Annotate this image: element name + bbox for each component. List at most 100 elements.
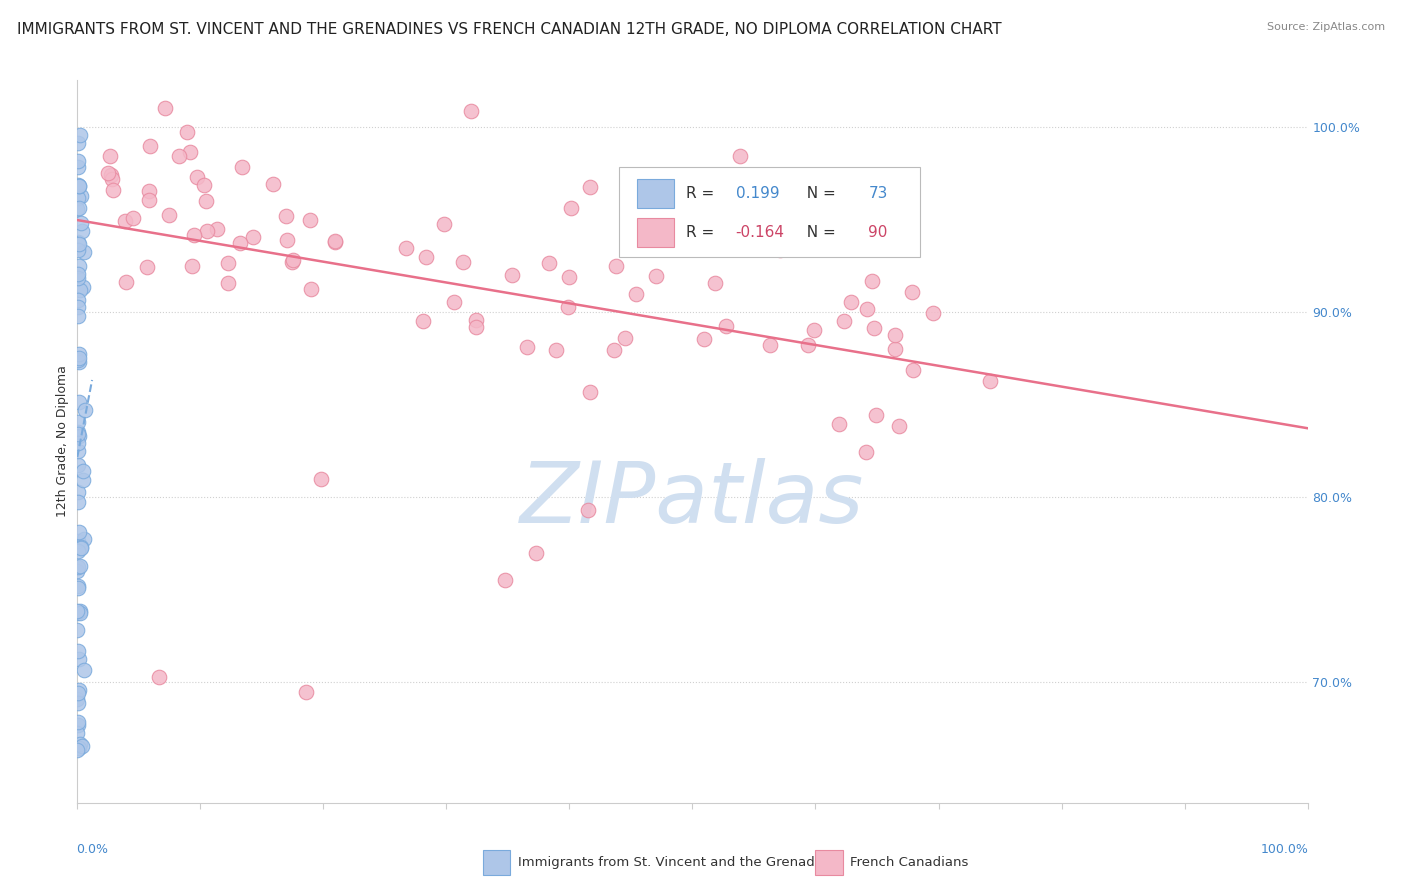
Point — [863, 321, 886, 335]
Text: N =: N = — [797, 186, 841, 202]
Text: 90: 90 — [869, 226, 887, 241]
Point — [193, 178, 215, 192]
Point — [614, 330, 637, 344]
Point — [451, 255, 474, 269]
Point — [860, 274, 883, 288]
Point — [66, 559, 89, 574]
Text: 73: 73 — [869, 186, 887, 202]
Point — [578, 179, 600, 194]
Point — [66, 624, 89, 638]
FancyBboxPatch shape — [619, 167, 920, 257]
Point — [67, 429, 90, 443]
Point — [494, 574, 516, 588]
Point — [114, 214, 136, 228]
Point — [229, 236, 252, 251]
Point — [922, 306, 945, 320]
Point — [557, 270, 579, 285]
Point — [692, 332, 714, 346]
Point — [716, 318, 738, 333]
Point — [136, 260, 159, 274]
Point — [884, 342, 907, 356]
Point — [603, 343, 626, 357]
Point — [66, 178, 89, 192]
Point — [281, 253, 304, 268]
Point — [323, 234, 346, 248]
Point — [69, 541, 91, 556]
Point — [69, 606, 91, 620]
Point — [67, 740, 90, 755]
Point — [728, 149, 751, 163]
Point — [66, 436, 89, 450]
Point — [157, 208, 180, 222]
Point — [67, 160, 90, 174]
Y-axis label: 12th Grade, No Diploma: 12th Grade, No Diploma — [56, 366, 69, 517]
Point — [98, 149, 121, 163]
Text: -0.164: -0.164 — [735, 226, 785, 241]
Point — [524, 546, 547, 560]
Point — [465, 312, 488, 326]
Point — [901, 363, 924, 377]
Point — [546, 343, 568, 357]
Point — [67, 201, 90, 215]
Point — [464, 319, 486, 334]
Point — [865, 408, 887, 422]
Point — [309, 472, 332, 486]
Point — [415, 251, 437, 265]
Text: IMMIGRANTS FROM ST. VINCENT AND THE GRENADINES VS FRENCH CANADIAN 12TH GRADE, NO: IMMIGRANTS FROM ST. VINCENT AND THE GREN… — [17, 22, 1001, 37]
Point — [121, 211, 143, 226]
Point — [70, 223, 93, 237]
Point — [856, 301, 879, 316]
Point — [758, 338, 780, 352]
Point — [299, 282, 322, 296]
Point — [205, 222, 228, 236]
Point — [67, 355, 90, 369]
Point — [69, 128, 91, 143]
Text: Source: ZipAtlas.com: Source: ZipAtlas.com — [1267, 22, 1385, 32]
Text: Immigrants from St. Vincent and the Grenadines: Immigrants from St. Vincent and the Gren… — [517, 855, 842, 869]
Point — [66, 444, 89, 458]
Point — [183, 228, 205, 243]
Point — [828, 417, 851, 431]
Point — [460, 104, 482, 119]
Point — [66, 718, 89, 732]
Point — [67, 237, 90, 252]
Point — [624, 287, 647, 301]
Point — [66, 579, 89, 593]
Point — [67, 524, 90, 539]
Point — [281, 255, 304, 269]
Text: 0.0%: 0.0% — [76, 843, 108, 855]
Point — [66, 153, 89, 168]
Point — [72, 245, 94, 260]
Point — [501, 268, 523, 282]
Point — [578, 385, 600, 400]
Point — [67, 425, 90, 439]
Point — [889, 418, 911, 433]
Point — [195, 194, 218, 208]
Point — [832, 314, 855, 328]
Point — [66, 606, 89, 620]
Point — [115, 276, 138, 290]
Point — [433, 218, 456, 232]
Point — [73, 533, 96, 547]
Point — [66, 271, 89, 285]
Point — [66, 458, 89, 473]
Point — [443, 295, 465, 310]
Point — [67, 395, 90, 409]
Point — [72, 473, 94, 487]
Point — [69, 737, 91, 751]
Text: 0.199: 0.199 — [735, 186, 779, 202]
Point — [66, 714, 89, 729]
Point — [100, 168, 122, 182]
Point — [884, 327, 907, 342]
Point — [67, 544, 90, 558]
Point — [67, 179, 90, 194]
Point — [66, 564, 89, 578]
Point — [294, 684, 316, 698]
Point — [66, 352, 89, 367]
Point — [66, 267, 89, 281]
Point — [100, 172, 122, 186]
Text: R =: R = — [686, 226, 720, 241]
Point — [67, 351, 90, 365]
Point — [560, 202, 582, 216]
Point — [769, 244, 792, 258]
